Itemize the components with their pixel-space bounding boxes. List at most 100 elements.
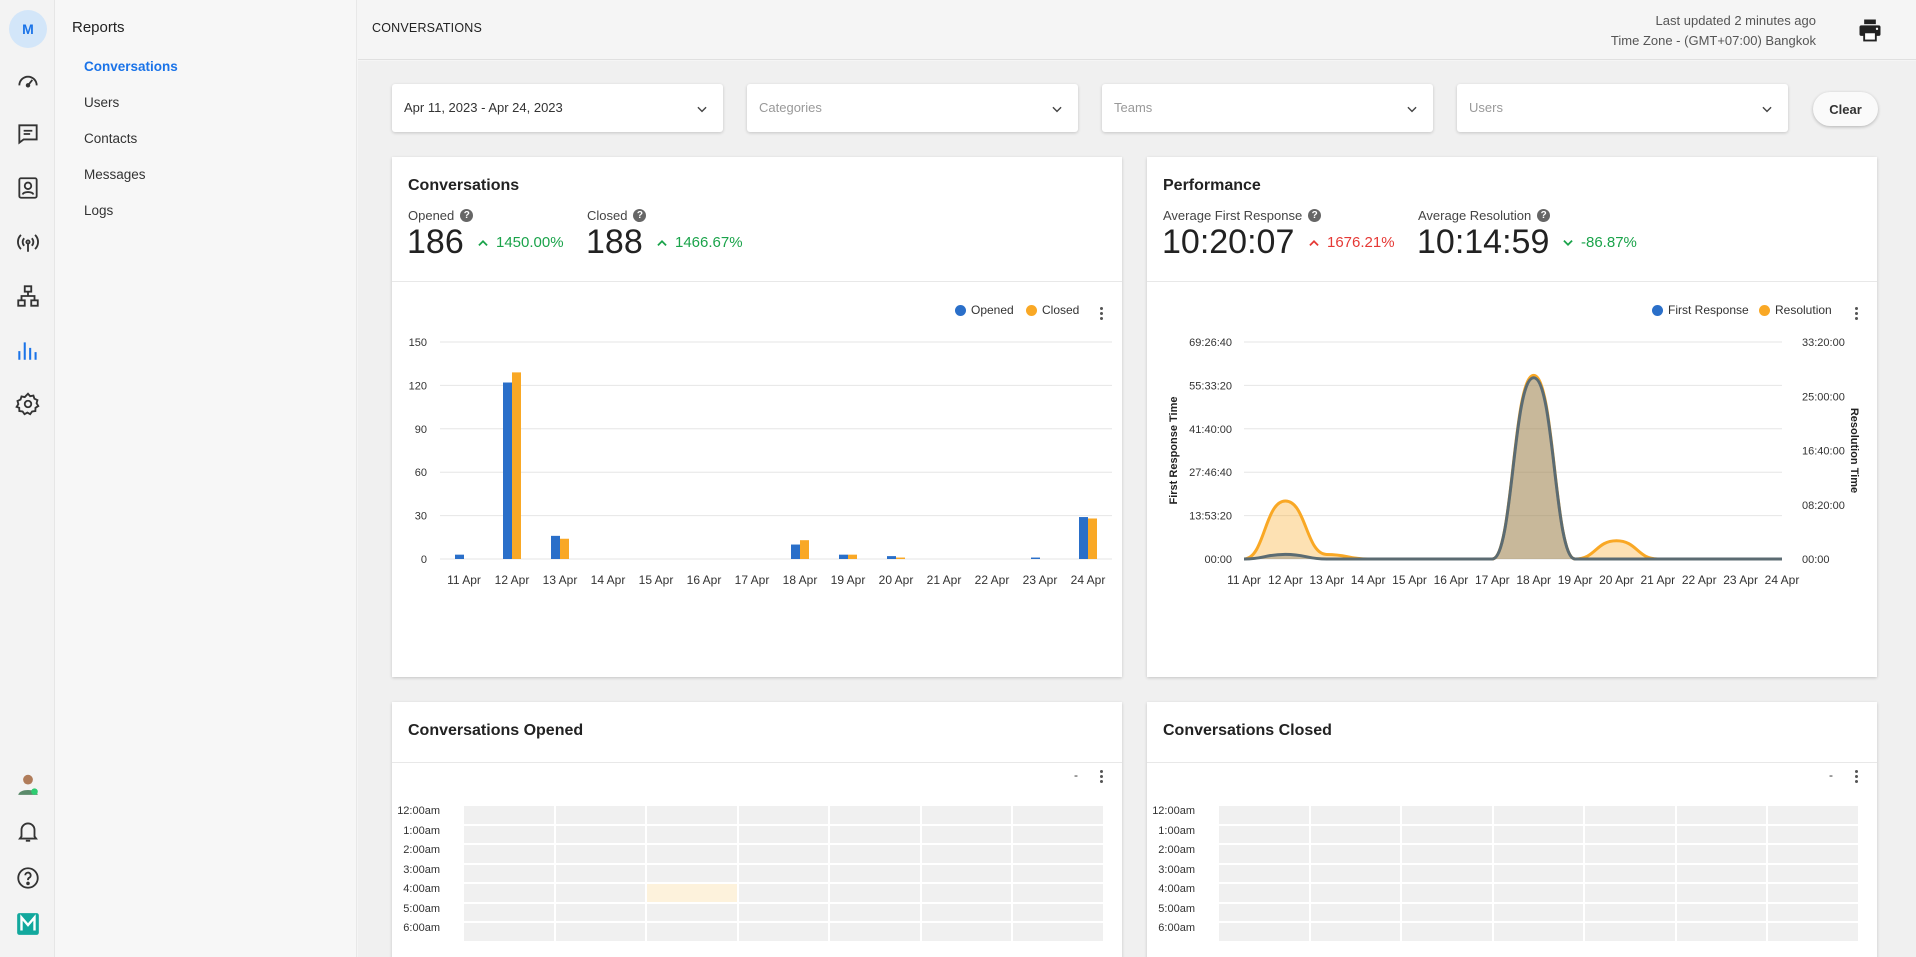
heatmap-cell[interactable] bbox=[1219, 864, 1309, 882]
heatmap-cell[interactable] bbox=[1585, 864, 1675, 882]
heatmap-cell[interactable] bbox=[1493, 864, 1583, 882]
heatmap-cell[interactable] bbox=[738, 806, 828, 824]
heatmap-cell[interactable] bbox=[738, 884, 828, 902]
heatmap-cell[interactable] bbox=[1310, 806, 1400, 824]
heatmap-cell[interactable] bbox=[1676, 923, 1766, 941]
date-range-select[interactable]: Apr 11, 2023 - Apr 24, 2023 bbox=[392, 84, 723, 132]
heatmap-cell[interactable] bbox=[1402, 806, 1492, 824]
heatmap-cell[interactable] bbox=[830, 825, 920, 843]
settings-icon[interactable] bbox=[0, 384, 55, 424]
teams-select[interactable]: Teams bbox=[1102, 84, 1433, 132]
heatmap-cell[interactable] bbox=[1310, 845, 1400, 863]
heatmap-cell[interactable] bbox=[1676, 903, 1766, 921]
subnav-item-users[interactable]: Users bbox=[84, 95, 120, 110]
heatmap-cell[interactable] bbox=[1676, 884, 1766, 902]
heatmap-cell[interactable] bbox=[464, 884, 554, 902]
users-select[interactable]: Users bbox=[1457, 84, 1788, 132]
heatmap-cell[interactable] bbox=[647, 825, 737, 843]
subnav-item-conversations[interactable]: Conversations bbox=[84, 59, 178, 74]
chat-icon[interactable] bbox=[0, 114, 55, 154]
heatmap-cell[interactable] bbox=[1310, 884, 1400, 902]
heatmap-cell[interactable] bbox=[921, 903, 1011, 921]
legend-first-response[interactable]: First Response bbox=[1652, 303, 1749, 317]
contacts-icon[interactable] bbox=[0, 168, 55, 208]
heatmap-cell[interactable] bbox=[1585, 923, 1675, 941]
heatmap-cell[interactable] bbox=[555, 845, 645, 863]
heatmap-cell[interactable] bbox=[1219, 845, 1309, 863]
heatmap-cell[interactable] bbox=[1310, 825, 1400, 843]
heatmap-cell[interactable] bbox=[647, 923, 737, 941]
heatmap-cell[interactable] bbox=[1493, 884, 1583, 902]
help-icon[interactable]: ? bbox=[1308, 209, 1322, 222]
subnav-item-contacts[interactable]: Contacts bbox=[84, 131, 138, 146]
heatmap-cell[interactable] bbox=[1493, 806, 1583, 824]
heatmap-cell[interactable] bbox=[830, 903, 920, 921]
heatmap-cell[interactable] bbox=[738, 845, 828, 863]
heatmap-cell[interactable] bbox=[1402, 923, 1492, 941]
heatmap-cell[interactable] bbox=[1013, 825, 1103, 843]
heatmap-cell[interactable] bbox=[1310, 923, 1400, 941]
heatmap-cell[interactable] bbox=[1013, 903, 1103, 921]
heatmap-cell[interactable] bbox=[1219, 903, 1309, 921]
heatmap-cell[interactable] bbox=[738, 923, 828, 941]
heatmap-cell[interactable] bbox=[830, 845, 920, 863]
heatmap-cell[interactable] bbox=[1768, 884, 1858, 902]
heatmap-cell[interactable] bbox=[1585, 903, 1675, 921]
heatmap-cell[interactable] bbox=[647, 903, 737, 921]
heatmap-cell[interactable] bbox=[921, 806, 1011, 824]
heatmap-cell[interactable] bbox=[555, 923, 645, 941]
heatmap-cell[interactable] bbox=[830, 806, 920, 824]
heatmap-cell[interactable] bbox=[1402, 903, 1492, 921]
heatmap-cell[interactable] bbox=[1768, 923, 1858, 941]
heatmap-cell[interactable] bbox=[1013, 806, 1103, 824]
heatmap-cell[interactable] bbox=[647, 884, 737, 902]
reports-icon[interactable] bbox=[0, 330, 55, 370]
clear-filters-button[interactable]: Clear bbox=[1813, 92, 1878, 126]
heatmap-cell[interactable] bbox=[1493, 845, 1583, 863]
heatmap-cell[interactable] bbox=[464, 845, 554, 863]
heatmap-cell[interactable] bbox=[1493, 903, 1583, 921]
heatmap-cell[interactable] bbox=[1768, 825, 1858, 843]
heatmap-cell[interactable] bbox=[647, 845, 737, 863]
heatmap-cell[interactable] bbox=[738, 903, 828, 921]
workspace-avatar[interactable]: M bbox=[9, 10, 47, 48]
subnav-item-messages[interactable]: Messages bbox=[84, 167, 146, 182]
heatmap-cell[interactable] bbox=[1219, 884, 1309, 902]
heatmap-cell[interactable] bbox=[1676, 845, 1766, 863]
heatmap-cell[interactable] bbox=[464, 923, 554, 941]
heatmap-cell[interactable] bbox=[555, 864, 645, 882]
heatmap-cell[interactable] bbox=[1768, 806, 1858, 824]
legend-closed[interactable]: Closed bbox=[1026, 303, 1079, 317]
heatmap-cell[interactable] bbox=[1013, 923, 1103, 941]
help-icon[interactable] bbox=[0, 858, 55, 898]
heatmap-cell[interactable] bbox=[1013, 845, 1103, 863]
help-icon[interactable]: ? bbox=[633, 209, 647, 222]
bell-icon[interactable] bbox=[0, 811, 55, 851]
more-options-icon[interactable] bbox=[1849, 303, 1863, 323]
broadcast-icon[interactable] bbox=[0, 222, 55, 262]
more-options-icon[interactable] bbox=[1094, 303, 1108, 323]
heatmap-cell[interactable] bbox=[738, 825, 828, 843]
heatmap-cell[interactable] bbox=[1013, 864, 1103, 882]
heatmap-cell[interactable] bbox=[830, 884, 920, 902]
heatmap-cell[interactable] bbox=[1585, 845, 1675, 863]
heatmap-cell[interactable] bbox=[647, 806, 737, 824]
categories-select[interactable]: Categories bbox=[747, 84, 1078, 132]
heatmap-cell[interactable] bbox=[464, 864, 554, 882]
heatmap-cell[interactable] bbox=[1402, 825, 1492, 843]
heatmap-cell[interactable] bbox=[921, 845, 1011, 863]
more-options-icon[interactable] bbox=[1094, 766, 1108, 786]
heatmap-cell[interactable] bbox=[921, 825, 1011, 843]
heatmap-cell[interactable] bbox=[1013, 884, 1103, 902]
heatmap-cell[interactable] bbox=[1676, 806, 1766, 824]
heatmap-cell[interactable] bbox=[1768, 864, 1858, 882]
heatmap-cell[interactable] bbox=[464, 825, 554, 843]
heatmap-cell[interactable] bbox=[1493, 825, 1583, 843]
user-avatar[interactable] bbox=[0, 764, 55, 804]
print-button[interactable] bbox=[1854, 14, 1886, 46]
heatmap-cell[interactable] bbox=[1310, 864, 1400, 882]
heatmap-cell[interactable] bbox=[1402, 884, 1492, 902]
heatmap-cell[interactable] bbox=[1402, 845, 1492, 863]
heatmap-cell[interactable] bbox=[464, 806, 554, 824]
heatmap-cell[interactable] bbox=[1585, 825, 1675, 843]
